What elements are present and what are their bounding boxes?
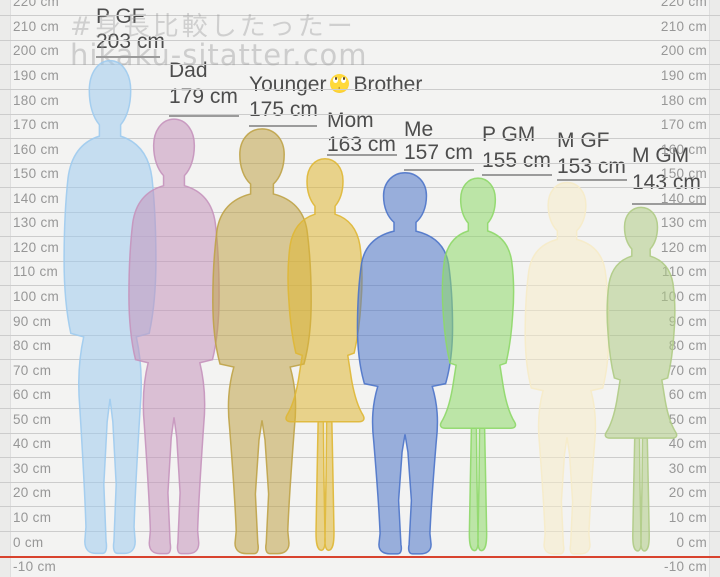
ruler-gridline	[0, 113, 720, 115]
height-underline-younger-brother	[249, 124, 317, 127]
ruler-label-right: 20 cm	[668, 485, 707, 501]
ruler-label-left: 60 cm	[13, 387, 52, 403]
person-name-mom: Mom	[327, 109, 374, 132]
silhouette-p-gm[interactable]	[440, 178, 515, 550]
ruler-label-left: 120 cm	[13, 239, 60, 255]
ruler-label-left: 20 cm	[13, 485, 52, 501]
ruler-label-left: 80 cm	[13, 338, 52, 354]
ruler-gridline	[0, 506, 720, 508]
ruler-label-left: 40 cm	[13, 436, 52, 452]
ruler-label-right: 120 cm	[660, 239, 707, 255]
ruler-label-left: 30 cm	[13, 460, 52, 476]
ruler-gridline	[0, 138, 720, 140]
silhouette-m-gf[interactable]	[525, 182, 609, 553]
silhouette-mom[interactable]	[286, 159, 364, 551]
person-name-text: Younger	[249, 73, 327, 96]
ruler-gridline	[0, 383, 720, 385]
ruler-label-right: -10 cm	[663, 559, 707, 575]
ruler-gridline	[0, 39, 720, 41]
ruler-label-left: 140 cm	[13, 190, 60, 206]
height-underline-p-gf	[96, 56, 160, 59]
ruler-label-left: 50 cm	[13, 411, 52, 427]
ruler-gridline	[0, 481, 720, 483]
person-height-value-me: 157 cm	[404, 141, 473, 164]
ruler-label-left: 190 cm	[13, 68, 60, 83]
person-name-p-gf: P GF	[96, 5, 145, 28]
person-height-value-dad: 179 cm	[169, 85, 238, 108]
ruler-label-right: 10 cm	[668, 509, 707, 525]
ruler-gridline	[0, 211, 720, 213]
person-name-m-gm: M GM	[632, 144, 690, 167]
ruler-label-left: 70 cm	[13, 362, 52, 378]
ruler-label-left: 170 cm	[13, 117, 60, 133]
height-underline-mom	[327, 154, 397, 157]
ruler-label-left: 110 cm	[13, 264, 59, 280]
rolling-eyes-emoji-icon	[330, 74, 350, 93]
ruler-label-left: 150 cm	[13, 166, 60, 182]
person-name-m-gf: M GF	[557, 129, 610, 152]
watermark-japanese: #身長比較したったー	[70, 12, 356, 42]
height-underline-dad	[169, 115, 239, 117]
ruler-label-right: 210 cm	[660, 18, 707, 34]
ruler-gridline	[0, 162, 720, 164]
person-height-value-younger-brother: 175 cm	[249, 98, 318, 121]
person-height-value-m-gm: 143 cm	[632, 171, 701, 194]
ruler-label-right: 140 cm	[660, 190, 707, 206]
ruler-label-right: 0 cm	[676, 534, 707, 550]
ruler-label-left: 210 cm	[13, 18, 60, 34]
ruler-label-left: 10 cm	[13, 509, 52, 525]
ruler-gridline	[0, 530, 720, 532]
ruler-label-right: 60 cm	[668, 387, 707, 403]
baseline-red-line	[0, 556, 720, 558]
left-ruler-strip	[0, 0, 11, 577]
ruler-label-right: 30 cm	[668, 460, 707, 476]
height-underline-p-gm	[482, 173, 552, 176]
ruler-label-right: 190 cm	[660, 68, 707, 83]
ruler-label-right: 40 cm	[668, 436, 707, 452]
ruler-gridline	[0, 187, 720, 189]
ruler-label-right: 110 cm	[661, 264, 707, 280]
ruler-label-right: 180 cm	[660, 92, 707, 108]
ruler-label-left: 90 cm	[13, 313, 52, 329]
ruler-label-right: 200 cm	[660, 43, 707, 59]
person-name-younger-brother: Younger Brother	[249, 73, 422, 96]
ruler-gridline	[0, 236, 720, 238]
ruler-label-right: 50 cm	[668, 411, 707, 427]
ruler-label-left: 180 cm	[13, 92, 60, 108]
ruler-gridline	[0, 64, 720, 66]
ruler-label-right: 80 cm	[668, 338, 707, 354]
ruler-label-left: 100 cm	[13, 289, 60, 304]
ruler-label-right: 130 cm	[660, 215, 707, 231]
ruler-label-right: 90 cm	[668, 313, 707, 329]
ruler-gridline	[0, 432, 720, 434]
ruler-label-right: 150 cm	[660, 166, 707, 182]
ruler-label-right: 160 cm	[660, 141, 707, 157]
ruler-label-left: 0 cm	[13, 534, 44, 550]
ruler-label-left: 160 cm	[13, 141, 60, 157]
silhouette-m-gm[interactable]	[605, 207, 676, 551]
ruler-label-right: 170 cm	[660, 117, 707, 133]
ruler-label-left: 200 cm	[13, 43, 60, 59]
person-height-value-p-gm: 155 cm	[482, 149, 551, 172]
person-name-text: Brother	[353, 73, 423, 96]
height-underline-m-gm	[632, 203, 706, 206]
silhouette-me[interactable]	[357, 173, 452, 554]
ruler-label-left: 130 cm	[13, 215, 60, 231]
height-underline-m-gf	[557, 178, 627, 181]
person-height-value-m-gf: 153 cm	[557, 155, 626, 178]
person-height-value-p-gf: 203 cm	[96, 30, 165, 53]
ruler-gridline	[0, 15, 720, 17]
ruler-label-right: 70 cm	[668, 362, 707, 378]
ruler-label-left: 220 cm	[13, 0, 60, 10]
height-underline-me	[404, 169, 474, 171]
ruler-label-right: 220 cm	[660, 0, 707, 10]
ruler-gridline	[0, 457, 720, 459]
ruler-label-left: -10 cm	[13, 559, 57, 575]
right-ruler-strip	[709, 0, 720, 577]
person-name-p-gm: P GM	[482, 123, 536, 146]
person-name-me: Me	[404, 118, 434, 141]
ruler-gridline	[0, 89, 720, 90]
